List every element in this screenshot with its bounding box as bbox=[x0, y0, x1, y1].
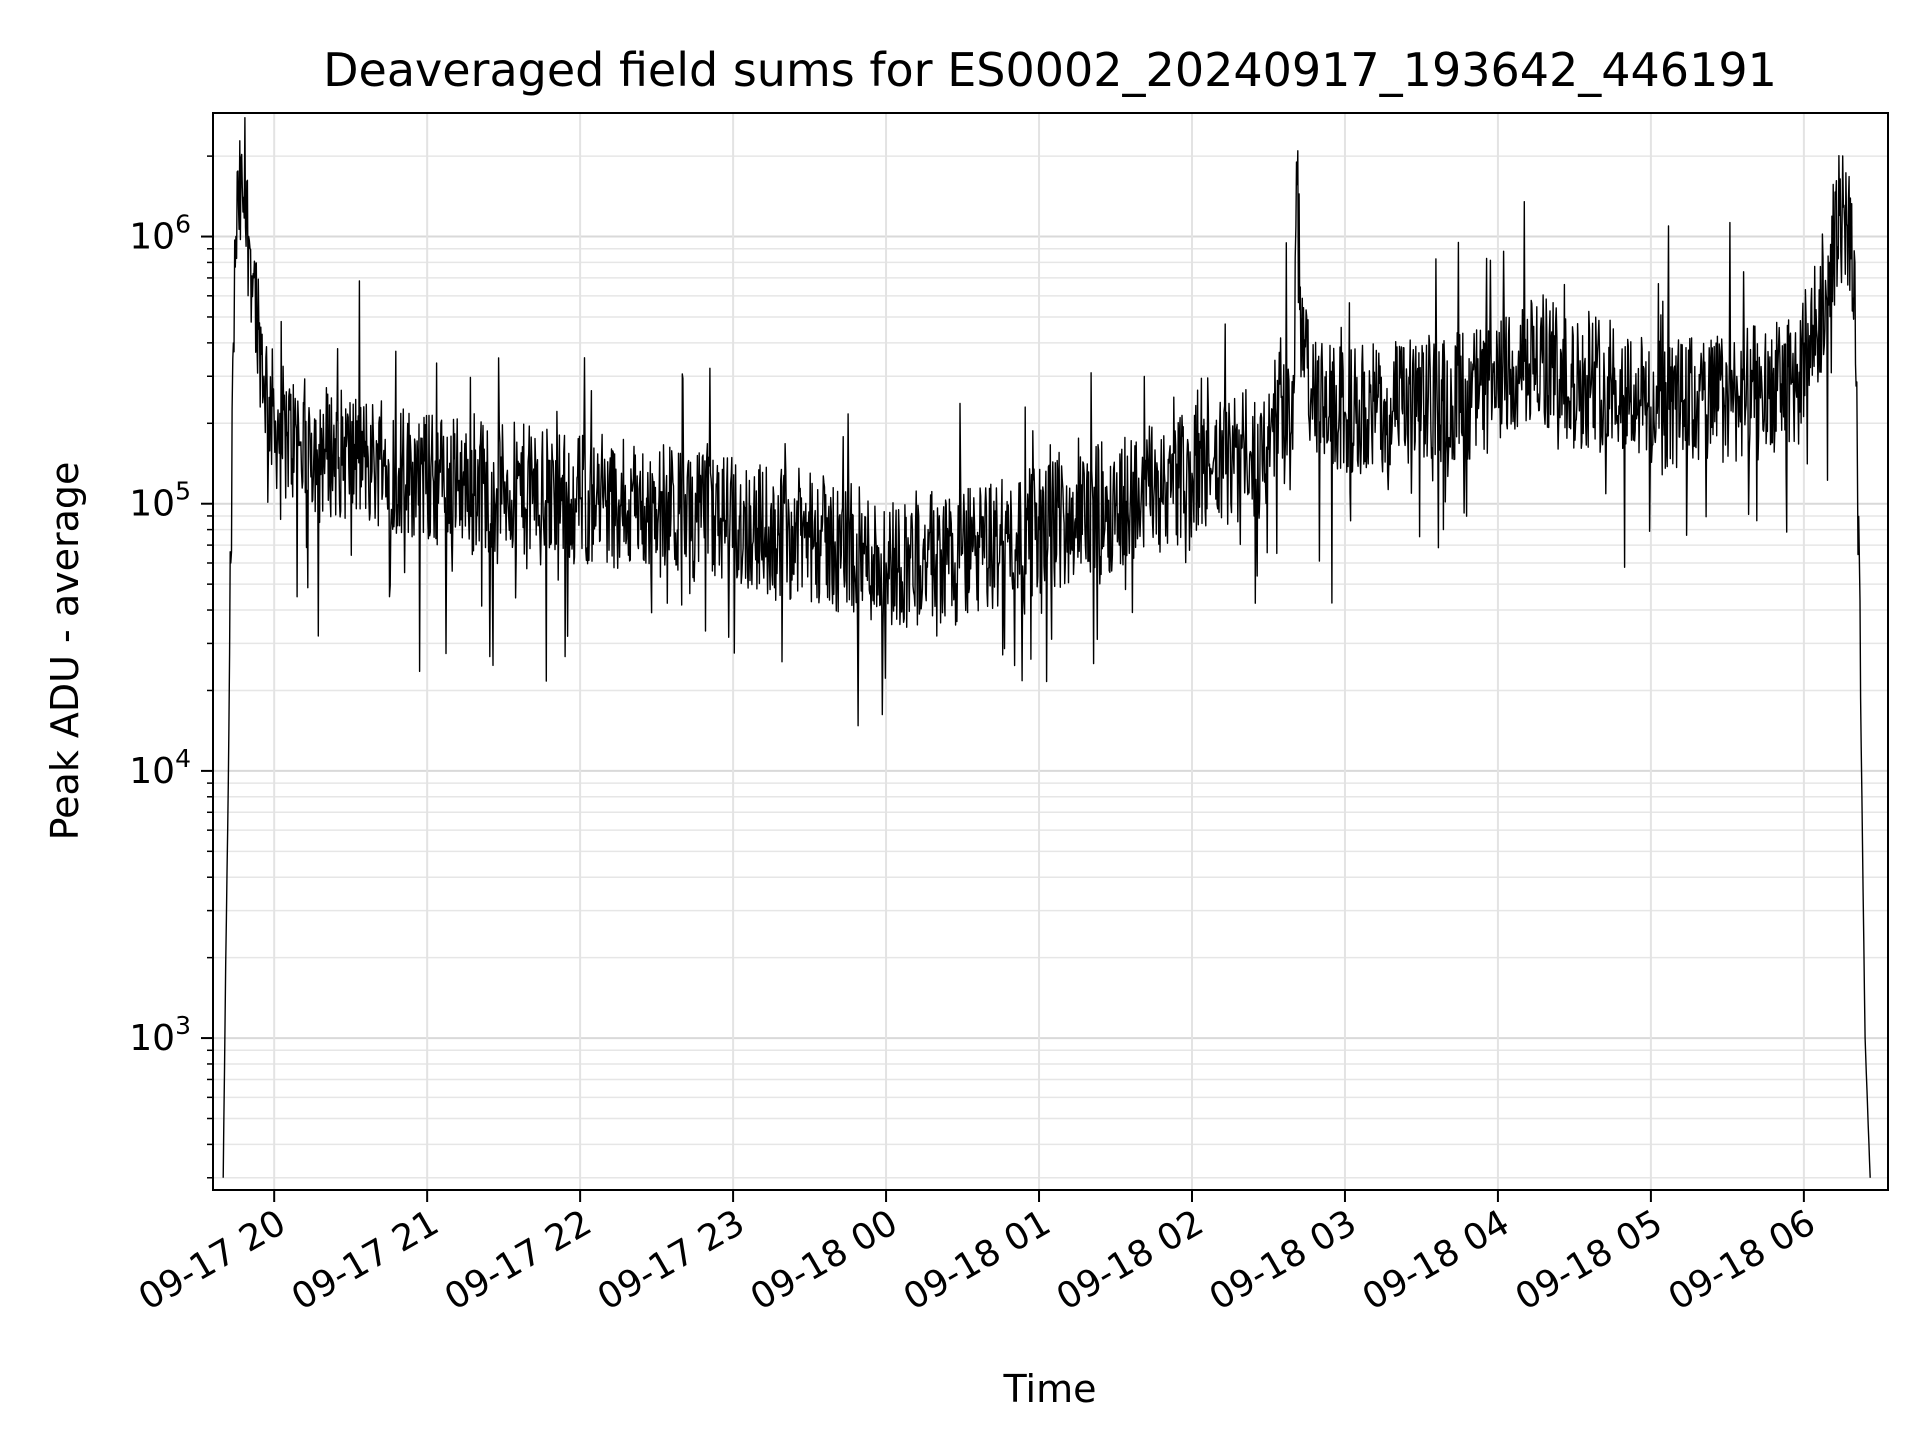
y-tick-exponent: 6 bbox=[175, 210, 191, 239]
y-tick-label: 104 bbox=[129, 744, 191, 792]
series-line bbox=[222, 117, 1871, 1178]
y-tick-label: 103 bbox=[129, 1011, 191, 1059]
y-axis-label: Peak ADU - average bbox=[43, 462, 87, 841]
y-tick-base: 10 bbox=[129, 751, 175, 792]
y-tick-base: 10 bbox=[129, 484, 175, 525]
y-tick-label: 105 bbox=[129, 477, 191, 525]
y-tick-base: 10 bbox=[129, 217, 175, 258]
y-tick-label: 106 bbox=[129, 210, 191, 258]
plot-frame bbox=[212, 112, 1889, 1191]
y-tick-base: 10 bbox=[129, 1018, 175, 1059]
series-line-group bbox=[222, 117, 1871, 1178]
x-axis-label: Time bbox=[1003, 1367, 1097, 1411]
y-tick-exponent: 5 bbox=[175, 477, 191, 506]
y-tick-exponent: 4 bbox=[175, 744, 191, 773]
plot-area bbox=[213, 113, 1888, 1190]
y-tick-exponent: 3 bbox=[175, 1011, 191, 1040]
chart-title: Deaveraged field sums for ES0002_2024091… bbox=[323, 43, 1777, 97]
